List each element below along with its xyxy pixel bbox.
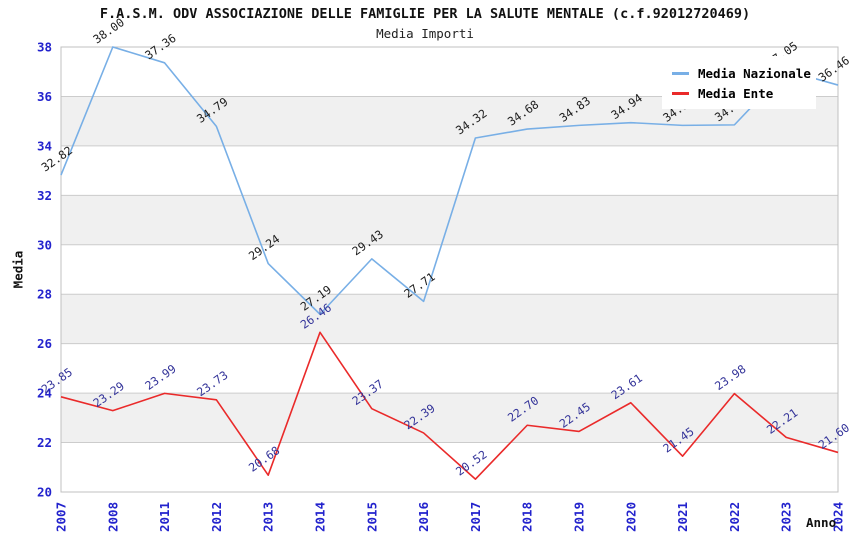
chart-subtitle: Media Importi (376, 26, 474, 41)
x-tick-label: 2007 (54, 502, 69, 532)
y-tick-label: 28 (37, 287, 52, 302)
y-tick-label: 32 (37, 188, 52, 203)
x-tick-label: 2014 (313, 502, 328, 532)
y-tick-label: 36 (37, 89, 52, 104)
x-tick-label: 2018 (520, 502, 535, 532)
y-tick-label: 22 (37, 435, 52, 450)
x-tick-label: 2008 (105, 502, 120, 532)
data-point-label: 38.00 (90, 15, 126, 46)
x-tick-label: 2013 (261, 502, 276, 532)
x-tick-label: 2019 (572, 502, 587, 532)
data-point-label: 20.52 (453, 447, 489, 478)
x-tick-label: 2023 (779, 502, 794, 532)
legend-line-swatch-blue (672, 71, 689, 75)
legend-item-media-nazionale: Media Nazionale (672, 63, 811, 83)
x-tick-label: 2020 (623, 502, 638, 532)
y-tick-label: 20 (37, 485, 52, 500)
data-point-label: 23.85 (39, 365, 75, 396)
grid-band (61, 294, 838, 344)
chart-title: F.A.S.M. ODV ASSOCIAZIONE DELLE FAMIGLIE… (99, 6, 751, 22)
plot-border (60, 46, 839, 493)
series-line-media-ente (60, 331, 839, 480)
x-tick-label: 2011 (157, 502, 172, 532)
legend-label: Media Ente (698, 85, 774, 101)
data-point-label: 23.99 (142, 361, 178, 392)
series-line-media-nazionale (60, 46, 839, 316)
y-axis-title: Media (10, 250, 26, 289)
grid-band (61, 393, 838, 443)
data-point-label: 36.46 (816, 53, 850, 84)
legend-label: Media Nazionale (698, 65, 811, 81)
x-tick-label: 2022 (727, 502, 742, 532)
y-tick-label: 30 (37, 237, 52, 252)
y-tick-label: 24 (37, 386, 52, 401)
data-point-label: 23.98 (712, 362, 748, 393)
y-tick-label: 38 (37, 40, 52, 55)
x-tick-label: 2015 (364, 502, 379, 532)
x-tick-label: 2012 (209, 502, 224, 532)
x-axis-title: Anno (806, 515, 837, 530)
x-tick-label: 2024 (831, 502, 846, 532)
x-tick-label: 2017 (468, 502, 483, 532)
legend-line-swatch-red (672, 91, 689, 95)
x-tick-label: 2016 (416, 502, 431, 532)
legend: Media Nazionale Media Ente (662, 56, 816, 109)
x-tick-label: 2021 (675, 502, 690, 532)
y-tick-label: 34 (37, 138, 52, 153)
legend-item-media-ente: Media Ente (672, 83, 810, 103)
y-tick-label: 26 (37, 336, 52, 351)
